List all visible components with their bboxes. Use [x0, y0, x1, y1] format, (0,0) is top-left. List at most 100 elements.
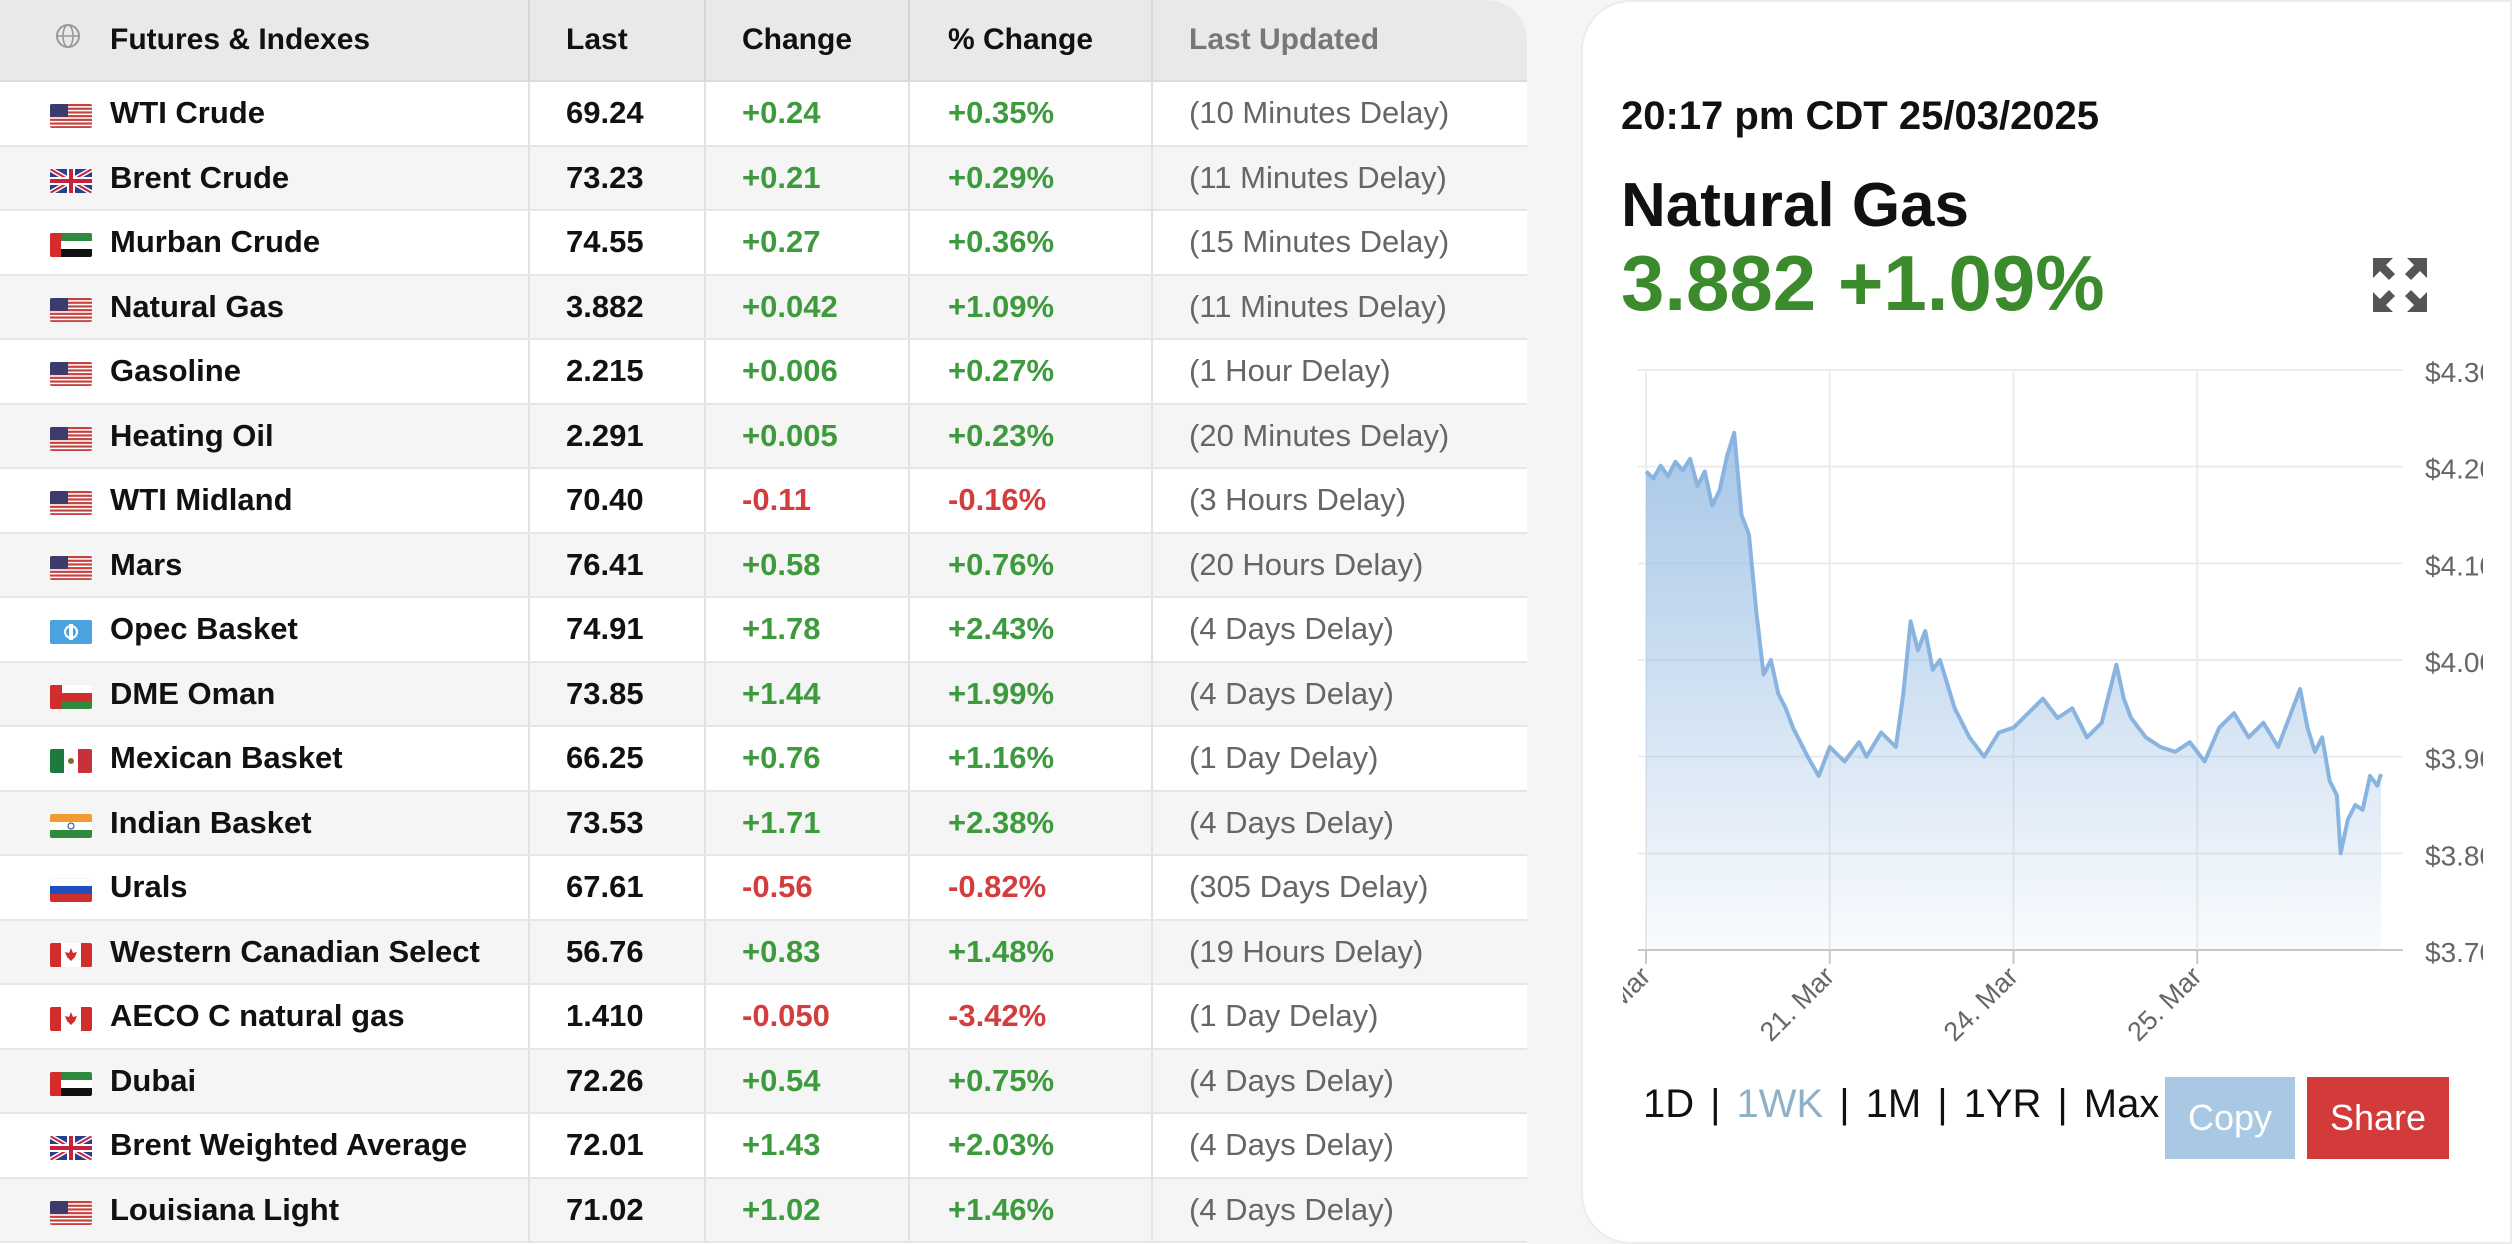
last-price: 73.23: [530, 146, 706, 209]
y-tick-label: $3.900: [2425, 744, 2483, 775]
commodity-name-label[interactable]: Brent Crude: [110, 159, 290, 195]
commodity-name-label[interactable]: Dubai: [110, 1062, 197, 1098]
percent-change: +2.38%: [910, 791, 1153, 854]
commodity-name-label[interactable]: Brent Weighted Average: [110, 1127, 468, 1163]
quote-price: 3.882 +1.09%: [1621, 239, 2105, 327]
header-pct-change[interactable]: % Change: [910, 0, 1153, 80]
last-price: 73.53: [530, 791, 706, 854]
range-1m[interactable]: 1M: [1865, 1082, 1922, 1126]
commodity-name-label[interactable]: WTI Crude: [110, 95, 265, 131]
commodity-name[interactable]: Western Canadian Select: [0, 920, 530, 983]
table-row[interactable]: Louisiana Light 71.02 +1.02 +1.46% (4 Da…: [0, 1178, 1527, 1243]
table-row[interactable]: Brent Crude 73.23 +0.21 +0.29% (11 Minut…: [0, 146, 1527, 211]
table-row[interactable]: WTI Midland 70.40 -0.11 -0.16% (3 Hours …: [0, 469, 1527, 534]
last-price: 72.01: [530, 1114, 706, 1177]
opec-flag-icon: [50, 620, 92, 644]
header-last[interactable]: Last: [530, 0, 706, 80]
range-separator: |: [1839, 1082, 1850, 1126]
price-change: +0.005: [706, 404, 910, 467]
commodity-name[interactable]: Urals: [0, 856, 530, 919]
commodity-name-label[interactable]: Heating Oil: [110, 417, 274, 453]
price-change: +0.24: [706, 82, 910, 145]
commodity-name[interactable]: Dubai: [0, 1049, 530, 1112]
commodity-name[interactable]: Mexican Basket: [0, 727, 530, 790]
commodity-name-label[interactable]: Urals: [110, 869, 188, 905]
ae-flag-icon: [50, 233, 92, 257]
last-updated: (19 Hours Delay): [1189, 933, 1424, 969]
price-change: +0.83: [706, 920, 910, 983]
commodity-name[interactable]: AECO C natural gas: [0, 985, 530, 1048]
y-tick-label: $4.000: [2425, 647, 2483, 678]
y-tick-label: $3.800: [2425, 840, 2483, 871]
commodity-name[interactable]: Louisiana Light: [0, 1178, 530, 1241]
commodity-name-label[interactable]: AECO C natural gas: [110, 998, 405, 1034]
om-flag-icon: [50, 684, 92, 709]
last-updated: (20 Hours Delay): [1189, 546, 1424, 582]
commodity-name[interactable]: Murban Crude: [0, 211, 530, 274]
range-1d[interactable]: 1D: [1643, 1082, 1695, 1126]
table-row[interactable]: Urals 67.61 -0.56 -0.82% (305 Days Delay…: [0, 856, 1527, 921]
table-row[interactable]: Mars 76.41 +0.58 +0.76% (20 Hours Delay): [0, 533, 1527, 598]
us-flag-icon: [50, 297, 92, 322]
last-price: 74.55: [530, 211, 706, 274]
commodity-name[interactable]: Indian Basket: [0, 791, 530, 854]
commodity-name-label[interactable]: Western Canadian Select: [110, 933, 480, 969]
last-price: 69.24: [530, 82, 706, 145]
x-tick-label: 24. Mar: [1938, 961, 2024, 1047]
table-row[interactable]: Dubai 72.26 +0.54 +0.75% (4 Days Delay): [0, 1049, 1527, 1114]
commodity-name-label[interactable]: Opec Basket: [110, 611, 298, 647]
last-updated: (10 Minutes Delay): [1189, 95, 1450, 131]
table-row[interactable]: Gasoline 2.215 +0.006 +0.27% (1 Hour Del…: [0, 340, 1527, 405]
last-price: 1.410: [530, 985, 706, 1048]
header-last-updated: Last Updated: [1189, 23, 1380, 56]
range-max[interactable]: Max: [2083, 1082, 2160, 1126]
table-row[interactable]: Western Canadian Select 56.76 +0.83 +1.4…: [0, 920, 1527, 985]
commodity-name-label[interactable]: DME Oman: [110, 675, 276, 711]
table-row[interactable]: Opec Basket 74.91 +1.78 +2.43% (4 Days D…: [0, 598, 1527, 663]
commodity-name-label[interactable]: Louisiana Light: [110, 1191, 340, 1227]
header-change[interactable]: Change: [706, 0, 910, 80]
uk-flag-icon: [50, 1136, 92, 1160]
commodity-name[interactable]: Opec Basket: [0, 598, 530, 661]
last-price: 76.41: [530, 533, 706, 596]
share-button[interactable]: Share: [2307, 1077, 2449, 1159]
range-1wk[interactable]: 1WK: [1736, 1082, 1824, 1126]
table-body: WTI Crude 69.24 +0.24 +0.35% (10 Minutes…: [0, 82, 1527, 1243]
us-flag-icon: [50, 362, 92, 386]
percent-change: -0.82%: [910, 856, 1153, 919]
commodity-name[interactable]: WTI Midland: [0, 469, 530, 532]
range-1yr[interactable]: 1YR: [1963, 1082, 2042, 1126]
commodity-name[interactable]: Brent Crude: [0, 146, 530, 209]
commodity-name[interactable]: WTI Crude: [0, 82, 530, 145]
table-row[interactable]: Mexican Basket 66.25 +0.76 +1.16% (1 Day…: [0, 727, 1527, 792]
table-row[interactable]: Heating Oil 2.291 +0.005 +0.23% (20 Minu…: [0, 404, 1527, 469]
commodity-name[interactable]: Natural Gas: [0, 275, 530, 338]
commodity-name-label[interactable]: Murban Crude: [110, 224, 321, 260]
copy-button[interactable]: Copy: [2165, 1077, 2295, 1159]
commodity-name[interactable]: Heating Oil: [0, 404, 530, 467]
table-row[interactable]: WTI Crude 69.24 +0.24 +0.35% (10 Minutes…: [0, 82, 1527, 147]
commodity-name-label[interactable]: Mars: [110, 546, 183, 582]
y-tick-label: $4.100: [2425, 550, 2483, 581]
commodity-name[interactable]: Mars: [0, 533, 530, 596]
table-row[interactable]: Indian Basket 73.53 +1.71 +2.38% (4 Days…: [0, 791, 1527, 856]
percent-change: +1.16%: [910, 727, 1153, 790]
table-row[interactable]: Brent Weighted Average 72.01 +1.43 +2.03…: [0, 1114, 1527, 1179]
expand-icon[interactable]: [2371, 256, 2429, 314]
price-change: +0.54: [706, 1049, 910, 1112]
percent-change: +0.27%: [910, 340, 1153, 403]
commodity-name-label[interactable]: Gasoline: [110, 353, 241, 389]
commodity-name-label[interactable]: Natural Gas: [110, 288, 285, 324]
commodity-name[interactable]: Gasoline: [0, 340, 530, 403]
last-price: 74.91: [530, 598, 706, 661]
commodity-name-label[interactable]: Indian Basket: [110, 804, 312, 840]
last-updated: (4 Days Delay): [1189, 1127, 1394, 1163]
commodity-name[interactable]: DME Oman: [0, 662, 530, 725]
commodity-name[interactable]: Brent Weighted Average: [0, 1114, 530, 1177]
table-row[interactable]: AECO C natural gas 1.410 -0.050 -3.42% (…: [0, 985, 1527, 1050]
commodity-name-label[interactable]: WTI Midland: [110, 482, 293, 518]
table-row[interactable]: Murban Crude 74.55 +0.27 +0.36% (15 Minu…: [0, 211, 1527, 276]
table-row[interactable]: DME Oman 73.85 +1.44 +1.99% (4 Days Dela…: [0, 662, 1527, 727]
table-row[interactable]: Natural Gas 3.882 +0.042 +1.09% (11 Minu…: [0, 275, 1527, 340]
commodity-name-label[interactable]: Mexican Basket: [110, 740, 343, 776]
